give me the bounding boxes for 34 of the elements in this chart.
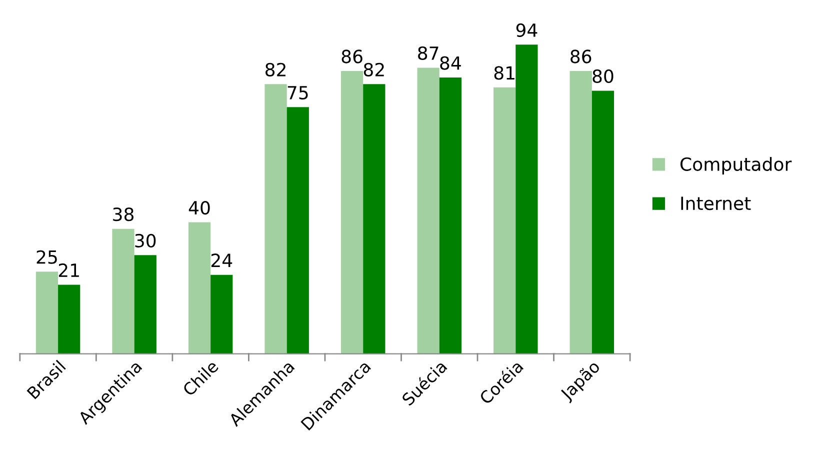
bar [439,78,462,354]
bar [516,44,538,354]
bar [134,255,156,354]
bar [210,274,233,354]
data-label: 82 [364,62,384,76]
bar [264,84,287,354]
data-label: 40 [188,200,210,215]
legend-label: Internet [681,196,751,210]
data-label: 86 [570,50,592,64]
legend-label: Computador [680,157,792,174]
data-label: 24 [211,254,232,267]
bar [570,70,592,354]
bar [36,272,58,354]
data-label: 86 [342,50,362,64]
data-label: 84 [440,56,461,70]
data-label: 82 [266,62,286,76]
bar [363,84,386,354]
bar [188,222,211,354]
data-label: 30 [135,234,156,248]
bar [417,68,440,354]
data-label: 80 [592,69,614,84]
bar [112,228,134,354]
bar [340,70,364,354]
data-label: 38 [113,208,134,222]
data-label: 25 [36,250,57,264]
data-label: 21 [58,263,79,277]
data-label: 75 [288,86,308,100]
data-label: 87 [418,46,438,60]
data-label: 94 [516,23,538,38]
bar [592,90,614,354]
data-label: 81 [494,66,514,80]
bar [494,87,516,354]
bar [286,107,309,354]
bar [58,284,80,354]
